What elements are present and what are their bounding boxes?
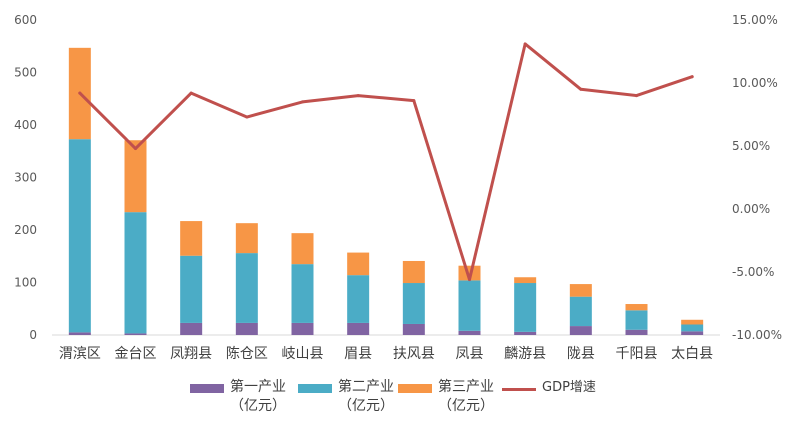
- left-tick-label: 400: [14, 118, 37, 132]
- bar-segment-2: [402, 283, 425, 324]
- bar-segment-3: [681, 319, 704, 325]
- gdp-growth-point: [690, 75, 694, 79]
- left-tick-label: 300: [14, 171, 37, 185]
- legend-label-tertiary: 第三产业 （亿元）: [438, 379, 494, 414]
- gdp-growth-point: [635, 94, 638, 98]
- bar-segment-1: [402, 323, 425, 335]
- bar-segment-3: [180, 221, 203, 256]
- gdp-growth-point: [78, 91, 82, 95]
- stacked-bars: [68, 47, 704, 335]
- legend-swatch-secondary: [298, 384, 332, 393]
- category-label: 凤翔县: [170, 346, 212, 362]
- legend-label-gdp-growth: GDP增速: [542, 380, 596, 395]
- gdp-growth-point: [412, 99, 416, 103]
- bar-segment-1: [681, 331, 704, 335]
- bar-segment-1: [347, 322, 370, 335]
- gdp-growth-point: [356, 94, 360, 98]
- left-tick-label: 200: [14, 223, 37, 237]
- bar-segment-2: [124, 212, 147, 334]
- bar-segment-3: [402, 260, 425, 284]
- bar-segment-2: [180, 255, 203, 323]
- category-label: 陇县: [567, 346, 595, 362]
- right-tick-label: 15.00%: [732, 13, 778, 27]
- category-label: 太白县: [671, 346, 713, 362]
- gdp-growth-point: [134, 147, 137, 151]
- bar-segment-3: [347, 252, 370, 276]
- category-labels: 渭滨区 金台区 凤翔县 陈仓区 岐山县 眉县 扶风县 凤县 麟游县 陇县 千阳县 太白县: [59, 345, 713, 362]
- growth-line-layer: [78, 42, 694, 282]
- gdp-growth-point: [523, 42, 527, 46]
- gdp-growth-point: [579, 87, 583, 91]
- bar-segment-1: [124, 333, 147, 335]
- bar-segment-1: [68, 332, 91, 335]
- bar-segment-3: [569, 284, 592, 297]
- bar-segment-2: [514, 283, 537, 332]
- bar-segment-2: [625, 310, 648, 330]
- right-axis-ticks: -10.00% -5.00% 0.00% 5.00% 10.00% 15.00%: [732, 13, 782, 342]
- category-label: 千阳县: [616, 346, 658, 362]
- left-tick-label: 0: [29, 328, 37, 342]
- legend: 第一产业 （亿元） 第二产业 （亿元） 第三产业 （亿元） GDP增速: [0, 378, 793, 418]
- left-tick-label: 500: [14, 66, 37, 80]
- bar-segment-3: [291, 233, 314, 265]
- bar-segment-3: [124, 140, 147, 213]
- category-label: 渭滨区: [59, 346, 101, 362]
- gdp-growth-line: [78, 42, 694, 282]
- right-tick-label: -5.00%: [732, 265, 774, 279]
- bar-segment-3: [514, 277, 537, 284]
- gdp-growth-point: [301, 100, 304, 104]
- bar-segment-1: [514, 331, 537, 335]
- bar-segment-3: [235, 223, 258, 254]
- gdp-growth-point: [245, 115, 249, 119]
- bar-segment-3: [625, 304, 648, 311]
- legend-label-primary: 第一产业 （亿元）: [230, 379, 286, 414]
- legend-label-secondary: 第二产业 （亿元）: [338, 379, 394, 414]
- bar-segment-1: [235, 322, 258, 335]
- gdp-growth-point: [189, 91, 193, 95]
- left-axis-ticks: 0 100 200 300 400 500 600: [14, 13, 37, 342]
- bar-segment-1: [291, 322, 314, 335]
- right-tick-label: 5.00%: [732, 139, 770, 153]
- left-tick-label: 600: [14, 13, 37, 27]
- legend-swatch-gdp-growth: [502, 388, 536, 391]
- bar-segment-2: [681, 324, 704, 332]
- bar-segment-1: [180, 322, 203, 335]
- bar-segment-1: [625, 329, 648, 335]
- bar-segment-2: [569, 296, 592, 327]
- bar-segment-2: [68, 139, 91, 333]
- category-label: 陈仓区: [226, 345, 268, 362]
- category-label: 扶风县: [393, 346, 435, 362]
- bar-segment-2: [235, 253, 258, 323]
- gdp-growth-point: [468, 278, 471, 282]
- bar-segment-1: [458, 330, 481, 335]
- category-label: 岐山县: [282, 346, 324, 362]
- category-label: 凤县: [456, 346, 484, 362]
- category-label: 眉县: [344, 346, 372, 362]
- left-tick-label: 100: [14, 276, 37, 290]
- right-tick-label: 10.00%: [732, 76, 778, 90]
- legend-swatch-tertiary: [398, 384, 432, 393]
- legend-swatch-primary: [190, 384, 224, 393]
- right-tick-label: -10.00%: [732, 328, 782, 342]
- category-label: 麟游县: [504, 346, 546, 362]
- bar-segment-1: [569, 326, 592, 335]
- bar-segment-2: [347, 275, 370, 323]
- right-tick-label: 0.00%: [732, 202, 770, 216]
- bar-segment-2: [458, 280, 481, 331]
- bar-segment-2: [291, 264, 314, 323]
- category-label: 金台区: [115, 346, 157, 362]
